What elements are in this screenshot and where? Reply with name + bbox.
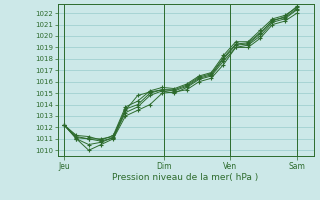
X-axis label: Pression niveau de la mer( hPa ): Pression niveau de la mer( hPa ) xyxy=(112,173,259,182)
